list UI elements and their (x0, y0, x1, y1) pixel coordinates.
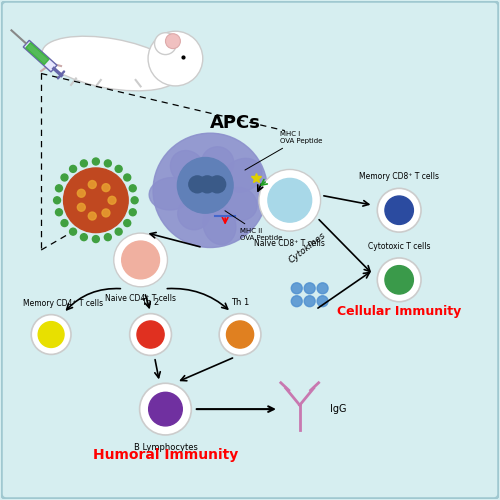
Circle shape (104, 160, 112, 167)
Circle shape (219, 314, 261, 356)
Circle shape (130, 185, 136, 192)
Circle shape (124, 174, 130, 181)
Text: B Lymphocytes: B Lymphocytes (134, 443, 198, 452)
Circle shape (137, 321, 164, 348)
Circle shape (226, 321, 254, 348)
Text: MHC II
OVA Peptide: MHC II OVA Peptide (225, 211, 282, 241)
Circle shape (61, 174, 68, 181)
Circle shape (189, 176, 206, 193)
Circle shape (378, 188, 421, 232)
Text: Cytokines: Cytokines (287, 230, 328, 265)
Circle shape (304, 296, 315, 306)
Text: Th 1: Th 1 (231, 298, 249, 306)
Circle shape (292, 296, 302, 306)
Circle shape (153, 133, 268, 248)
Circle shape (148, 392, 182, 426)
Circle shape (114, 233, 168, 287)
Circle shape (115, 166, 122, 172)
Ellipse shape (224, 158, 262, 192)
Circle shape (130, 209, 136, 216)
Polygon shape (58, 71, 64, 79)
Circle shape (317, 296, 328, 306)
Circle shape (199, 176, 216, 193)
Circle shape (80, 234, 87, 240)
Circle shape (70, 228, 76, 235)
Circle shape (317, 283, 328, 294)
Text: IgG: IgG (330, 404, 346, 414)
Text: Cytotoxic T cells: Cytotoxic T cells (368, 242, 430, 251)
Text: Cellular Immunity: Cellular Immunity (337, 304, 462, 318)
Circle shape (385, 196, 414, 224)
Circle shape (178, 158, 233, 213)
Circle shape (304, 283, 315, 294)
Circle shape (268, 178, 312, 222)
Circle shape (131, 197, 138, 204)
Ellipse shape (42, 36, 179, 91)
Text: Humoral Immunity: Humoral Immunity (93, 448, 238, 462)
Text: Th 2: Th 2 (142, 298, 160, 306)
Ellipse shape (202, 146, 234, 178)
Circle shape (140, 384, 192, 435)
Circle shape (102, 184, 110, 192)
Circle shape (108, 196, 116, 204)
Ellipse shape (222, 188, 257, 220)
Ellipse shape (178, 198, 210, 230)
Circle shape (80, 160, 87, 167)
Circle shape (124, 220, 130, 226)
Polygon shape (26, 42, 49, 64)
Circle shape (54, 197, 60, 204)
Circle shape (154, 32, 176, 54)
Circle shape (38, 322, 64, 347)
Circle shape (92, 236, 100, 242)
Circle shape (78, 204, 86, 212)
Circle shape (88, 180, 96, 188)
Ellipse shape (203, 206, 236, 244)
Circle shape (385, 266, 414, 294)
Circle shape (122, 241, 160, 279)
Circle shape (104, 234, 112, 240)
Circle shape (115, 228, 122, 235)
Circle shape (88, 212, 96, 220)
Ellipse shape (149, 178, 193, 210)
Text: APCs: APCs (210, 114, 260, 132)
Circle shape (130, 314, 172, 356)
Circle shape (61, 220, 68, 226)
Ellipse shape (170, 150, 204, 184)
Circle shape (292, 283, 302, 294)
Circle shape (148, 31, 203, 86)
Circle shape (64, 168, 128, 232)
Polygon shape (24, 40, 57, 72)
Circle shape (56, 209, 62, 216)
Text: Naive CD4⁺ T cells: Naive CD4⁺ T cells (105, 294, 176, 303)
Circle shape (378, 258, 421, 302)
Circle shape (166, 34, 180, 48)
Circle shape (31, 314, 71, 354)
Circle shape (208, 176, 226, 193)
Circle shape (92, 158, 100, 165)
Text: MHC I
OVA Peptide: MHC I OVA Peptide (245, 131, 322, 170)
Circle shape (56, 185, 62, 192)
Text: Naive CD8⁺ T cells: Naive CD8⁺ T cells (254, 239, 325, 248)
Circle shape (70, 166, 76, 172)
Circle shape (259, 170, 320, 231)
Circle shape (78, 190, 86, 197)
Text: Memory CD4⁺ T cells: Memory CD4⁺ T cells (24, 298, 103, 308)
Circle shape (102, 209, 110, 217)
Text: Memory CD8⁺ T cells: Memory CD8⁺ T cells (359, 172, 439, 182)
